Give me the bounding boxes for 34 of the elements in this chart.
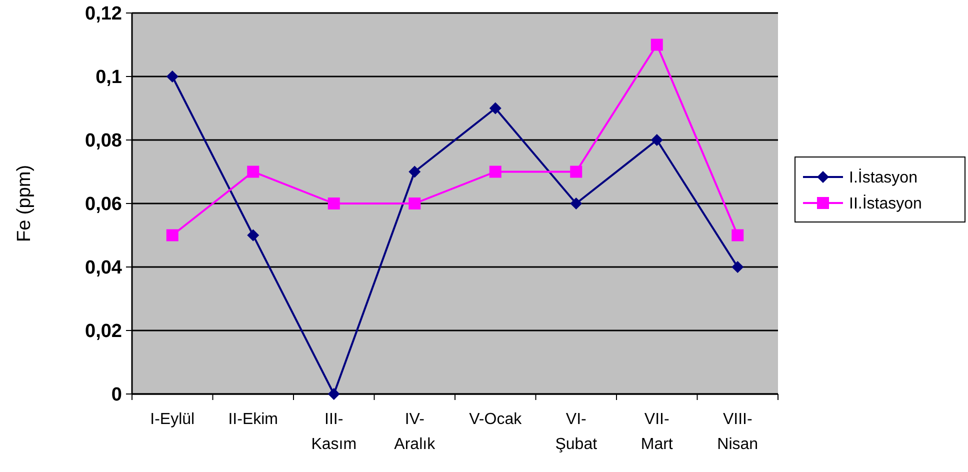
point [650,38,663,51]
x-tick-label: VI-Şubat [555,411,598,453]
point [166,229,178,242]
x-tick-label: IV-Aralık [394,411,436,453]
y-tick-label: 0,08 [85,130,122,152]
y-tick-label: 0,04 [85,258,122,279]
x-tick-label: VIII-Nisan [717,411,758,453]
point [570,198,582,210]
x-tick-label: V-Ocak [469,411,523,428]
point [489,102,502,114]
x-tick-label: III-Kasım [311,411,357,453]
point [247,229,260,242]
point [408,198,421,210]
point [166,70,178,82]
point [408,166,421,178]
point [328,198,340,210]
y-tick-label: 0,06 [85,194,122,216]
point [570,166,582,178]
point [650,134,663,146]
x-tick-label: I-Eylül [150,411,195,428]
legend-label: I.İstasyon [849,168,918,187]
y-tick-label: 0,02 [85,321,122,342]
y-axis-title: Fe (ppm) [14,164,35,242]
point [732,229,744,242]
point [732,261,744,273]
x-tick-label: II-Ekim [228,411,278,428]
y-tick-label: 0,1 [96,67,122,88]
point [489,166,502,178]
legend-label: II.İstasyon [849,194,922,213]
point [247,166,260,178]
y-tick-label: 0 [111,384,122,406]
x-tick-label: VII-Mart [640,411,674,453]
y-tick-label: 0,12 [85,4,122,25]
point [328,388,340,400]
